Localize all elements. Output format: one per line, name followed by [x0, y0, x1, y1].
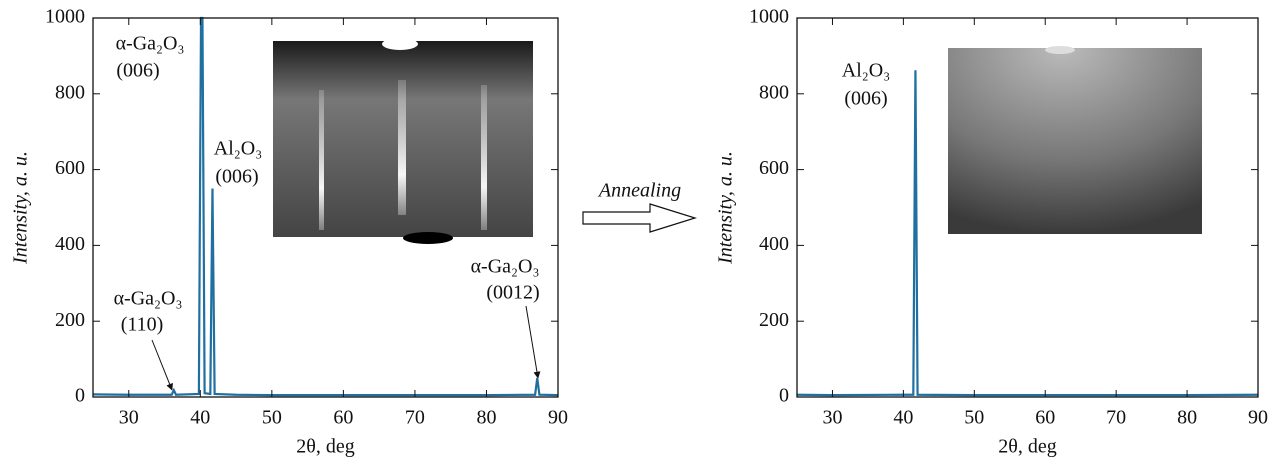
inset-right — [948, 46, 1202, 234]
x-tick-label: 50 — [262, 407, 282, 429]
y-tick-label: 400 — [55, 233, 85, 255]
y-axis-label: Intensity, a. u. — [715, 151, 737, 265]
x-tick-label: 60 — [333, 407, 353, 429]
x-tick-label: 80 — [476, 407, 496, 429]
y-tick-label: 1000 — [749, 6, 789, 28]
x-tick-label: 30 — [822, 407, 842, 429]
x-tick-label: 90 — [548, 407, 568, 429]
peak-annotation: (110) — [121, 314, 164, 336]
x-tick-label: 90 — [1248, 407, 1268, 429]
x-axis-label: 2θ, deg — [998, 436, 1056, 458]
y-axis-label: Intensity, a. u. — [10, 151, 32, 265]
y-tick-label: 600 — [55, 157, 85, 179]
inset-left — [273, 38, 533, 244]
peak-annotation: α-Ga₂O₃ — [116, 33, 185, 55]
peak-annotation: Al₂O₃ — [842, 60, 890, 82]
x-tick-label: 40 — [190, 407, 210, 429]
peak-annotation: (006) — [844, 88, 887, 110]
y-tick-label: 1000 — [45, 6, 85, 28]
annealing-arrow: Annealing — [583, 180, 695, 232]
peak-annotation: α-Ga₂O₃ — [471, 256, 540, 278]
y-tick-label: 800 — [759, 81, 789, 103]
x-tick-label: 60 — [1035, 407, 1055, 429]
x-tick-label: 70 — [405, 407, 425, 429]
y-tick-label: 600 — [759, 157, 789, 179]
x-tick-label: 50 — [964, 407, 984, 429]
y-tick-label: 800 — [55, 81, 85, 103]
peak-annotation: Al₂O₃ — [214, 138, 262, 160]
x-tick-label: 70 — [1106, 407, 1126, 429]
y-tick-label: 200 — [55, 309, 85, 331]
figure: Annealing 304050607080900200400600800100… — [0, 0, 1283, 465]
y-tick-label: 400 — [759, 233, 789, 255]
peak-annotation: (006) — [116, 60, 159, 82]
y-tick-label: 200 — [759, 309, 789, 331]
x-axis-label: 2θ, deg — [296, 436, 354, 458]
x-tick-label: 40 — [893, 407, 913, 429]
y-tick-label: 0 — [75, 385, 85, 407]
peak-annotation: (006) — [215, 166, 258, 188]
y-tick-label: 0 — [779, 385, 789, 407]
x-tick-label: 30 — [119, 407, 139, 429]
x-tick-label: 80 — [1177, 407, 1197, 429]
arrow-label: Annealing — [597, 180, 681, 202]
peak-annotation: α-Ga₂O₃ — [114, 288, 183, 310]
peak-annotation: (0012) — [486, 282, 539, 304]
